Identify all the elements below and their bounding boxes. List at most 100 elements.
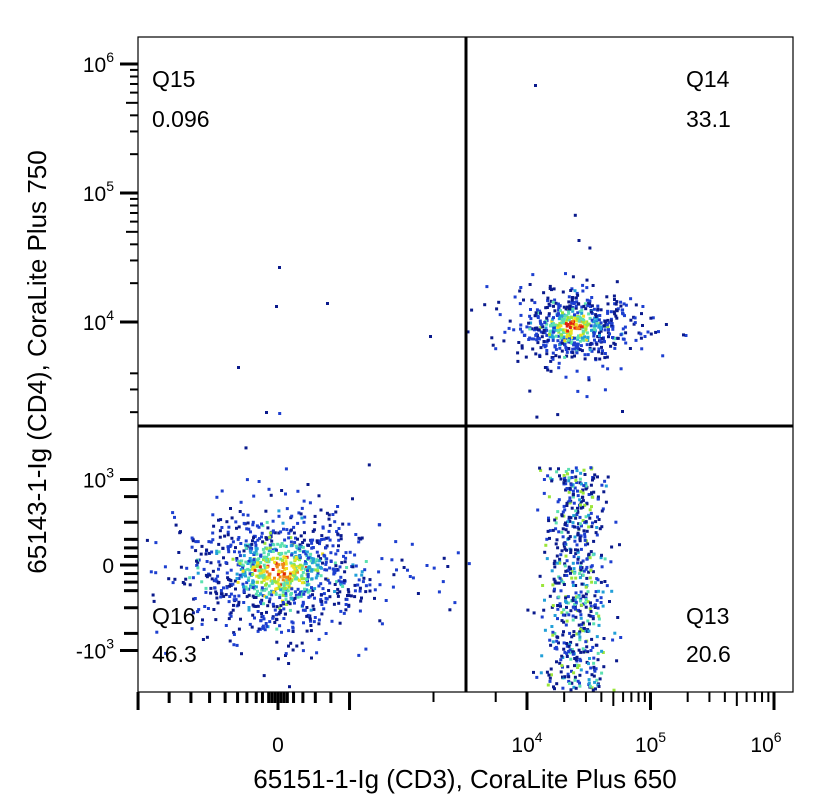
event-dot [568,486,572,490]
event-dot [527,321,531,325]
event-dot [611,327,615,331]
event-dot [562,305,566,309]
event-dots [145,84,688,692]
event-dot [596,497,600,501]
event-dot [593,669,597,673]
event-dot [569,328,573,332]
event-dot [581,573,585,577]
event-dot [568,501,572,505]
event-dot [268,576,272,580]
event-dot [570,669,573,673]
event-dot [588,316,592,320]
event-dot [179,565,183,569]
event-dot [315,539,319,543]
event-dot [572,343,576,347]
event-dot [570,301,574,305]
event-dot [543,366,547,369]
event-dot [563,564,567,568]
event-dot [619,367,623,371]
event-dot [217,542,221,546]
event-dot [220,489,224,493]
event-dot [553,559,557,563]
event-dot [590,318,594,322]
event-dot [593,603,597,607]
event-dot [248,622,252,626]
event-dot [190,536,194,540]
event-dot [305,588,309,592]
event-dot [259,561,263,564]
event-dot [237,603,241,607]
event-dot [264,509,268,513]
event-dot [597,623,601,627]
event-dot [256,589,259,593]
event-dot [562,630,565,634]
event-dot [569,321,573,325]
event-dot [591,615,595,618]
event-dot [287,531,291,535]
event-dot [327,517,331,521]
event-dot [494,347,498,351]
event-dot [560,530,564,534]
event-dot [317,622,321,626]
event-dot [598,357,602,361]
event-dot [587,681,591,685]
event-dot [610,589,614,593]
event-dot [573,486,577,490]
event-dot [324,536,328,540]
event-dot [682,333,685,337]
event-dot [324,577,328,581]
event-dot [395,568,398,572]
event-dot [267,600,271,604]
event-dot [282,607,286,611]
event-dot [275,305,278,308]
event-dot [575,643,579,647]
event-dot [303,587,306,591]
event-dot [287,549,291,553]
event-dot [574,584,578,587]
event-dot [569,551,573,554]
event-dot [219,595,223,599]
event-dot [568,499,572,503]
event-dot [246,521,250,525]
event-dot [517,341,521,344]
event-dot [606,367,610,371]
event-dot [594,341,598,345]
event-dot [211,513,215,517]
event-dot [592,332,596,336]
event-dot [565,504,569,507]
event-dot [564,345,568,349]
event-dot [178,531,182,535]
event-dot [547,312,551,316]
event-dot [538,574,542,578]
event-dot [239,542,243,545]
event-dot [562,647,566,651]
event-dot [563,547,567,551]
event-dot [558,304,562,308]
event-dot [572,322,576,326]
event-dot [566,665,570,669]
event-dot [229,583,233,587]
event-dot [507,326,511,330]
event-dot [271,602,275,606]
event-dot [540,323,544,327]
event-dot [579,613,583,617]
event-dot [574,509,578,513]
event-dot [595,577,599,581]
event-dot [590,505,593,509]
event-dot [236,580,240,584]
quadrant-percent-q16: 46.3 [152,641,197,667]
event-dot [320,534,324,538]
event-dot [251,539,254,543]
event-dot [556,323,560,327]
event-dot [292,565,296,569]
event-dot [235,572,239,576]
event-dot [621,327,625,331]
event-dot [637,331,641,335]
event-dot [560,664,564,668]
event-dot [568,631,572,635]
event-dot [343,579,346,583]
event-dot [323,554,327,558]
event-dot [319,508,323,512]
event-dot [539,346,543,350]
event-dot [536,508,540,512]
